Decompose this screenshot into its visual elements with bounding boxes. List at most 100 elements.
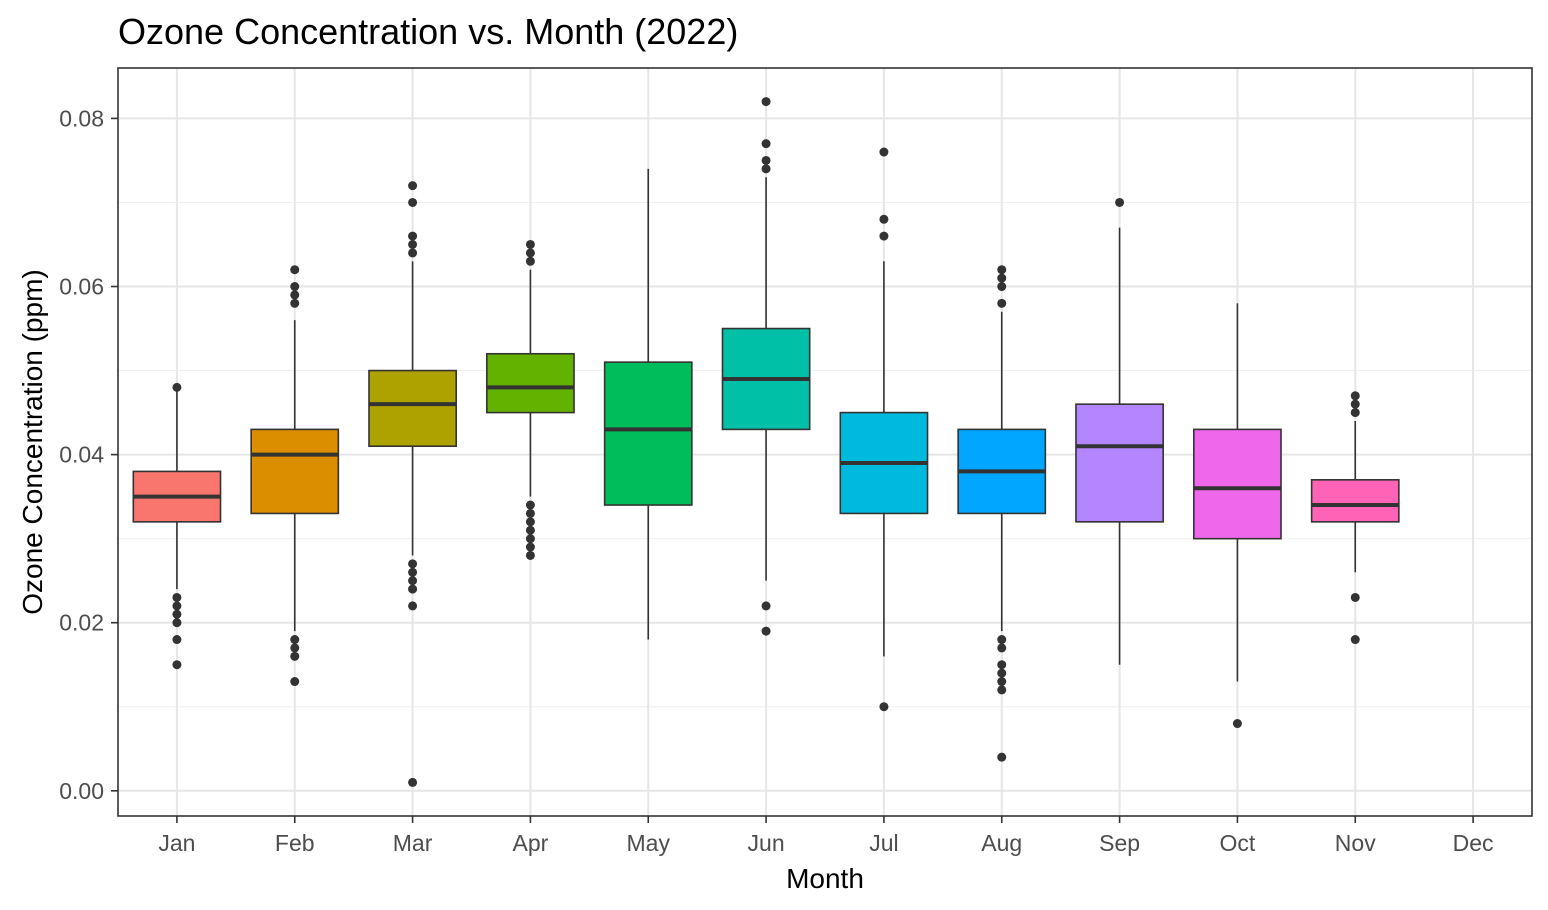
outlier-point: [761, 139, 771, 149]
outlier-point: [1350, 408, 1360, 418]
outlier-point: [290, 635, 300, 645]
outlier-point: [1232, 719, 1242, 729]
outlier-point: [525, 542, 535, 552]
x-tick-label: Jan: [158, 830, 195, 856]
outlier-point: [408, 248, 418, 258]
iqr-box: [603, 361, 693, 506]
x-tick-label: Dec: [1453, 830, 1494, 856]
outlier-point: [1350, 592, 1360, 602]
outlier-point: [172, 618, 182, 628]
outlier-point: [525, 517, 535, 527]
outlier-point: [408, 584, 418, 594]
outlier-point: [879, 702, 889, 712]
outlier-point: [997, 660, 1007, 670]
outlier-point: [525, 550, 535, 560]
y-tick-label: 0.06: [59, 274, 104, 300]
y-tick-label: 0.02: [59, 610, 104, 636]
outlier-point: [997, 685, 1007, 695]
y-tick-label: 0.04: [59, 442, 104, 468]
box-feb: [250, 265, 340, 687]
y-tick-label: 0.08: [59, 105, 104, 131]
outlier-point: [290, 290, 300, 300]
outlier-point: [997, 265, 1007, 275]
box-sep: [1075, 197, 1164, 665]
outlier-point: [408, 601, 418, 611]
y-axis-title: Ozone Concentration (ppm): [17, 269, 48, 615]
outlier-point: [172, 609, 182, 619]
outlier-point: [408, 576, 418, 586]
box-mar: [368, 181, 457, 787]
x-tick-label: Mar: [393, 830, 433, 856]
x-tick-label: Nov: [1335, 830, 1376, 856]
outlier-point: [408, 197, 418, 207]
x-axis-title: Month: [786, 863, 864, 894]
x-tick-label: Jul: [869, 830, 898, 856]
outlier-point: [761, 601, 771, 611]
x-tick-label: Apr: [513, 830, 549, 856]
outlier-point: [1350, 399, 1360, 409]
outlier-point: [761, 164, 771, 174]
y-tick-label: 0.00: [59, 778, 104, 804]
box-series: [132, 97, 1400, 787]
outlier-point: [290, 677, 300, 687]
x-tick-label: Feb: [275, 830, 315, 856]
outlier-point: [997, 643, 1007, 653]
outlier-point: [172, 635, 182, 645]
outlier-point: [525, 500, 535, 510]
axes: 0.00 0.02 0.04 0.06 0.08 Jan Feb Mar Apr May Jun Ju…: [59, 105, 1493, 856]
plot-panel-border: [117, 67, 1533, 817]
outlier-point: [997, 677, 1007, 687]
outlier-point: [997, 298, 1007, 308]
outlier-point: [172, 601, 182, 611]
box-may: [603, 168, 693, 640]
outlier-point: [290, 298, 300, 308]
plot-panel-background: [118, 68, 1532, 816]
box-oct: [1193, 303, 1282, 729]
x-tick-label: Jun: [748, 830, 785, 856]
outlier-point: [761, 626, 771, 636]
box-aug: [957, 265, 1047, 762]
outlier-point: [290, 643, 300, 653]
outlier-point: [525, 248, 535, 258]
outlier-point: [172, 660, 182, 670]
outlier-point: [290, 282, 300, 292]
outlier-point: [1115, 197, 1125, 207]
outlier-point: [997, 273, 1007, 283]
outlier-point: [997, 282, 1007, 292]
x-tick-label: Aug: [981, 830, 1022, 856]
box-jul: [839, 147, 929, 712]
outlier-point: [408, 239, 418, 249]
outlier-point: [879, 147, 889, 157]
outlier-point: [408, 181, 418, 191]
outlier-point: [879, 231, 889, 241]
outlier-point: [172, 382, 182, 392]
x-tick-label: May: [627, 830, 671, 856]
outlier-point: [525, 534, 535, 544]
outlier-point: [525, 525, 535, 535]
outlier-point: [525, 239, 535, 249]
outlier-point: [172, 592, 182, 602]
outlier-point: [408, 231, 418, 241]
box-jan: [132, 382, 222, 670]
iqr-box: [368, 369, 457, 448]
box-nov: [1310, 391, 1400, 645]
iqr-box: [1193, 428, 1282, 540]
x-tick-label: Oct: [1220, 830, 1256, 856]
outlier-point: [290, 265, 300, 275]
outlier-point: [997, 635, 1007, 645]
x-tick-label: Sep: [1099, 830, 1140, 856]
iqr-box: [486, 352, 575, 414]
outlier-point: [997, 752, 1007, 762]
box-apr: [486, 239, 575, 560]
outlier-point: [879, 214, 889, 224]
outlier-point: [1350, 635, 1360, 645]
outlier-point: [290, 651, 300, 661]
iqr-box: [1075, 403, 1164, 523]
chart-title: Ozone Concentration vs. Month (2022): [118, 11, 738, 52]
outlier-point: [408, 567, 418, 577]
outlier-point: [997, 668, 1007, 678]
outlier-point: [761, 97, 771, 107]
outlier-point: [525, 256, 535, 266]
